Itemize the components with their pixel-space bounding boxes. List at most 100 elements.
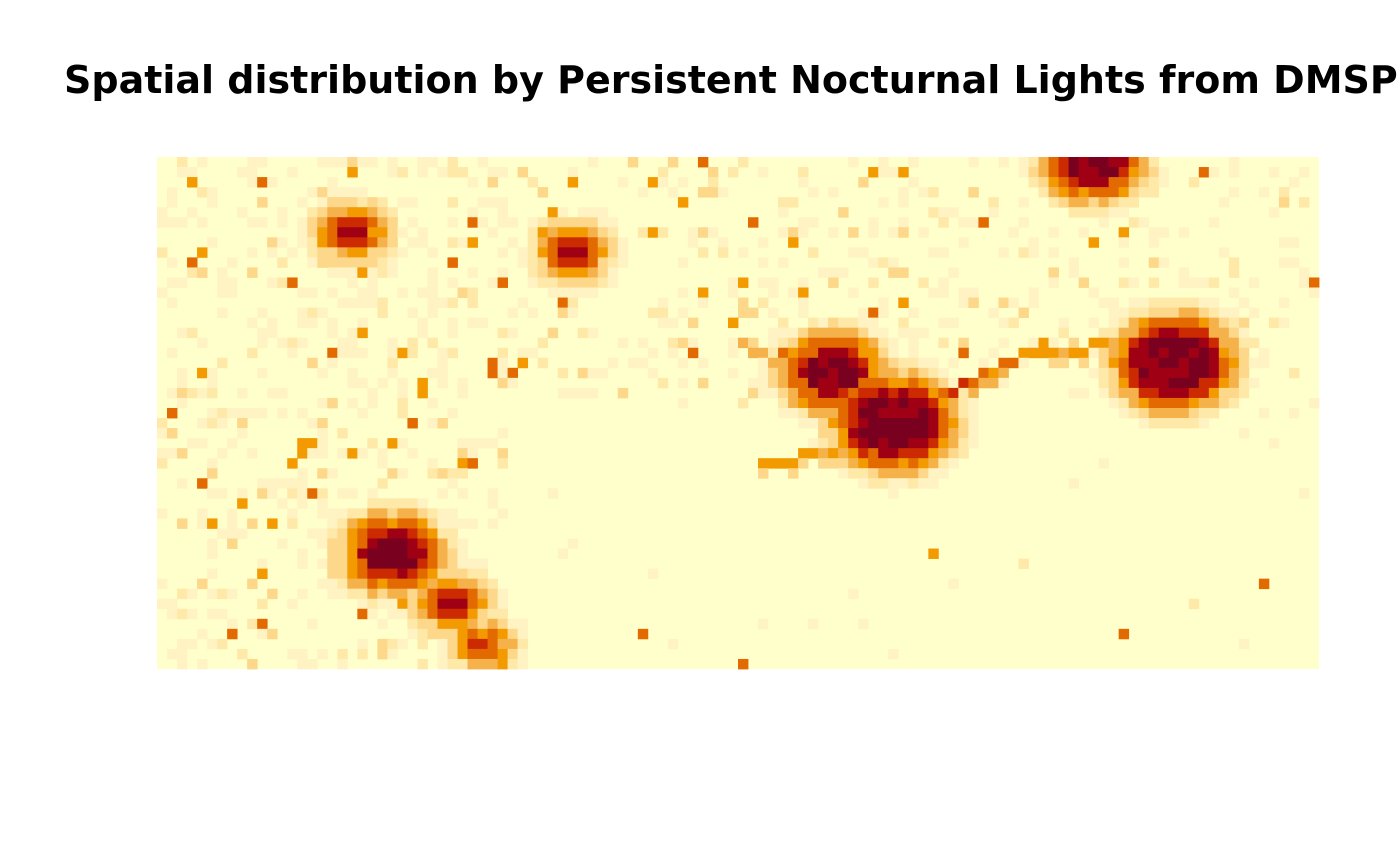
raster-cell xyxy=(317,187,328,198)
raster-cell xyxy=(327,468,338,479)
raster-cell xyxy=(1208,327,1220,339)
raster-cell xyxy=(247,518,258,529)
raster-cell xyxy=(818,357,829,369)
raster-cell xyxy=(267,588,278,600)
raster-cell xyxy=(898,448,909,459)
raster-cell xyxy=(477,568,488,580)
raster-cell xyxy=(898,377,909,389)
raster-cell xyxy=(207,237,218,248)
raster-cell xyxy=(227,618,238,630)
raster-cell xyxy=(347,187,358,198)
raster-cell xyxy=(347,538,358,549)
raster-cell xyxy=(547,237,559,248)
raster-cell xyxy=(367,558,378,570)
raster-cell xyxy=(587,227,599,238)
raster-cell xyxy=(1058,177,1069,188)
raster-cell xyxy=(457,488,468,499)
raster-cell xyxy=(207,418,218,429)
raster-cell xyxy=(1138,357,1150,369)
raster-cell xyxy=(297,197,308,208)
raster-cell xyxy=(848,377,859,389)
raster-cell xyxy=(948,317,959,329)
raster-cell xyxy=(908,428,919,439)
raster-cell xyxy=(1148,297,1160,308)
raster-cell xyxy=(227,508,238,519)
raster-cell xyxy=(247,407,258,419)
raster-cell xyxy=(657,317,669,329)
raster-cell xyxy=(768,458,779,469)
raster-cell xyxy=(657,307,669,319)
raster-cell xyxy=(1068,267,1079,278)
raster-cell xyxy=(918,357,929,369)
raster-cell xyxy=(157,448,168,459)
raster-cell xyxy=(1218,317,1230,329)
raster-cell xyxy=(808,418,819,429)
raster-cell xyxy=(467,287,478,298)
raster-cell xyxy=(367,247,378,258)
raster-cell xyxy=(217,357,228,369)
raster-cell xyxy=(597,267,609,278)
raster-cell xyxy=(1148,327,1160,339)
raster-cell xyxy=(387,227,398,238)
raster-cell xyxy=(417,548,428,559)
raster-cell xyxy=(257,568,268,580)
raster-cell xyxy=(387,498,398,509)
raster-cell xyxy=(1028,287,1039,298)
raster-cell xyxy=(537,187,549,198)
raster-cell xyxy=(928,468,939,479)
raster-cell xyxy=(397,598,408,610)
raster-cell xyxy=(1028,337,1039,349)
raster-cell xyxy=(738,307,749,319)
raster-cell xyxy=(437,588,448,600)
raster-cell xyxy=(567,387,579,399)
raster-cell xyxy=(447,648,458,660)
raster-cell xyxy=(958,438,969,449)
raster-cell xyxy=(377,568,388,580)
raster-cell xyxy=(297,237,308,248)
raster-cell xyxy=(888,257,899,268)
raster-cell xyxy=(167,648,178,660)
raster-cell xyxy=(878,407,889,419)
raster-cell xyxy=(437,608,448,620)
raster-cell xyxy=(507,377,519,389)
raster-cell xyxy=(758,387,769,399)
raster-cell xyxy=(357,207,368,218)
raster-cell xyxy=(898,357,909,369)
raster-cell xyxy=(517,297,529,308)
raster-cell xyxy=(1108,197,1120,208)
raster-cell xyxy=(788,458,799,469)
raster-cell xyxy=(1058,347,1069,359)
raster-cell xyxy=(788,367,799,379)
raster-cell xyxy=(868,478,879,489)
raster-cell xyxy=(577,287,589,298)
raster-cell xyxy=(417,237,428,248)
raster-cell xyxy=(427,307,438,319)
raster-cell xyxy=(798,458,809,469)
raster-cell xyxy=(1128,407,1140,419)
raster-cell xyxy=(377,618,388,630)
raster-cell xyxy=(1098,377,1110,389)
raster-cell xyxy=(838,397,849,409)
raster-cell xyxy=(838,267,849,278)
raster-cell xyxy=(197,518,208,529)
raster-cell xyxy=(868,167,879,178)
raster-cell xyxy=(918,187,929,198)
raster-cell xyxy=(1128,297,1140,308)
raster-cell xyxy=(828,458,839,469)
raster-cell xyxy=(547,217,559,228)
raster-cell xyxy=(1228,387,1240,399)
raster-cell xyxy=(207,548,218,559)
raster-cell xyxy=(1168,327,1180,339)
raster-cell xyxy=(367,598,378,610)
raster-cell xyxy=(968,157,979,168)
raster-cell xyxy=(1068,157,1079,168)
raster-cell xyxy=(247,267,258,278)
raster-cell xyxy=(357,548,368,559)
raster-cell xyxy=(1078,187,1090,198)
raster-cell xyxy=(1098,367,1110,379)
raster-cell xyxy=(157,247,168,258)
raster-cell xyxy=(257,197,268,208)
raster-cell xyxy=(1238,377,1250,389)
raster-cell xyxy=(828,347,839,359)
